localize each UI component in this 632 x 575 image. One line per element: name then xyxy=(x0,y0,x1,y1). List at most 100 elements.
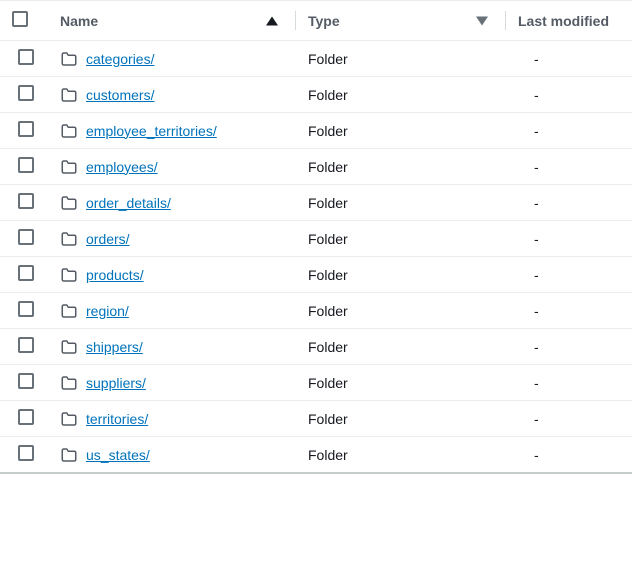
row-select-cell xyxy=(0,41,48,77)
row-type-cell: Folder xyxy=(296,221,506,257)
table-row: territories/Folder- xyxy=(0,401,632,437)
row-last-modified-cell: - xyxy=(506,77,632,113)
row-type-cell: Folder xyxy=(296,329,506,365)
object-link[interactable]: orders/ xyxy=(86,231,130,247)
table-row: us_states/Folder- xyxy=(0,437,632,474)
row-type-cell: Folder xyxy=(296,149,506,185)
row-select-cell xyxy=(0,329,48,365)
object-table: Name Type Last modified categories/Folde… xyxy=(0,0,632,474)
row-type-cell: Folder xyxy=(296,41,506,77)
folder-icon xyxy=(60,338,78,356)
row-select-cell xyxy=(0,149,48,185)
table-row: orders/Folder- xyxy=(0,221,632,257)
object-link[interactable]: products/ xyxy=(86,267,144,283)
row-name-cell: order_details/ xyxy=(48,185,296,221)
row-checkbox[interactable] xyxy=(18,409,34,425)
table-row: categories/Folder- xyxy=(0,41,632,77)
row-last-modified-cell: - xyxy=(506,41,632,77)
column-header-last-modified[interactable]: Last modified xyxy=(506,1,632,41)
column-header-type[interactable]: Type xyxy=(296,1,506,41)
folder-icon xyxy=(60,410,78,428)
row-checkbox[interactable] xyxy=(18,445,34,461)
column-header-name-label: Name xyxy=(60,13,98,29)
object-link[interactable]: customers/ xyxy=(86,87,154,103)
table-row: shippers/Folder- xyxy=(0,329,632,365)
row-type-cell: Folder xyxy=(296,257,506,293)
table-row: employees/Folder- xyxy=(0,149,632,185)
table-row: customers/Folder- xyxy=(0,77,632,113)
row-name-cell: employee_territories/ xyxy=(48,113,296,149)
row-name-cell: products/ xyxy=(48,257,296,293)
row-name-cell: categories/ xyxy=(48,41,296,77)
row-type-cell: Folder xyxy=(296,401,506,437)
row-checkbox[interactable] xyxy=(18,301,34,317)
object-link[interactable]: suppliers/ xyxy=(86,375,146,391)
row-name-cell: us_states/ xyxy=(48,437,296,474)
object-link[interactable]: employee_territories/ xyxy=(86,123,217,139)
row-select-cell xyxy=(0,185,48,221)
row-select-cell xyxy=(0,437,48,474)
row-last-modified-cell: - xyxy=(506,113,632,149)
row-checkbox[interactable] xyxy=(18,121,34,137)
row-last-modified-cell: - xyxy=(506,365,632,401)
sort-ascending-icon xyxy=(266,16,278,25)
table-row: products/Folder- xyxy=(0,257,632,293)
object-link[interactable]: categories/ xyxy=(86,51,154,67)
row-last-modified-cell: - xyxy=(506,329,632,365)
object-link[interactable]: territories/ xyxy=(86,411,148,427)
table-row: order_details/Folder- xyxy=(0,185,632,221)
row-type-cell: Folder xyxy=(296,293,506,329)
row-type-cell: Folder xyxy=(296,365,506,401)
select-all-checkbox[interactable] xyxy=(12,11,28,27)
row-type-cell: Folder xyxy=(296,77,506,113)
folder-icon xyxy=(60,50,78,68)
folder-icon xyxy=(60,194,78,212)
table-row: region/Folder- xyxy=(0,293,632,329)
row-checkbox[interactable] xyxy=(18,337,34,353)
row-checkbox[interactable] xyxy=(18,373,34,389)
row-checkbox[interactable] xyxy=(18,49,34,65)
column-header-last-modified-label: Last modified xyxy=(518,13,609,29)
row-name-cell: employees/ xyxy=(48,149,296,185)
folder-icon xyxy=(60,230,78,248)
object-link[interactable]: employees/ xyxy=(86,159,158,175)
row-select-cell xyxy=(0,113,48,149)
row-last-modified-cell: - xyxy=(506,437,632,474)
row-name-cell: orders/ xyxy=(48,221,296,257)
row-last-modified-cell: - xyxy=(506,257,632,293)
row-select-cell xyxy=(0,221,48,257)
row-select-cell xyxy=(0,77,48,113)
row-name-cell: region/ xyxy=(48,293,296,329)
object-link[interactable]: order_details/ xyxy=(86,195,171,211)
column-header-select-all[interactable] xyxy=(0,1,48,41)
row-select-cell xyxy=(0,365,48,401)
row-last-modified-cell: - xyxy=(506,185,632,221)
row-select-cell xyxy=(0,257,48,293)
row-type-cell: Folder xyxy=(296,437,506,474)
folder-icon xyxy=(60,86,78,104)
row-type-cell: Folder xyxy=(296,185,506,221)
sort-indicator-icon xyxy=(476,16,488,25)
row-checkbox[interactable] xyxy=(18,85,34,101)
row-checkbox[interactable] xyxy=(18,229,34,245)
row-select-cell xyxy=(0,293,48,329)
object-link[interactable]: region/ xyxy=(86,303,129,319)
row-checkbox[interactable] xyxy=(18,193,34,209)
folder-icon xyxy=(60,374,78,392)
folder-icon xyxy=(60,446,78,464)
column-header-name[interactable]: Name xyxy=(48,1,296,41)
row-type-cell: Folder xyxy=(296,113,506,149)
table-header-row: Name Type Last modified xyxy=(0,1,632,41)
column-header-type-label: Type xyxy=(308,13,340,29)
object-link[interactable]: shippers/ xyxy=(86,339,143,355)
folder-icon xyxy=(60,158,78,176)
row-select-cell xyxy=(0,401,48,437)
row-name-cell: customers/ xyxy=(48,77,296,113)
row-checkbox[interactable] xyxy=(18,157,34,173)
table-row: suppliers/Folder- xyxy=(0,365,632,401)
row-name-cell: shippers/ xyxy=(48,329,296,365)
table-row: employee_territories/Folder- xyxy=(0,113,632,149)
object-link[interactable]: us_states/ xyxy=(86,447,150,463)
row-checkbox[interactable] xyxy=(18,265,34,281)
folder-icon xyxy=(60,122,78,140)
